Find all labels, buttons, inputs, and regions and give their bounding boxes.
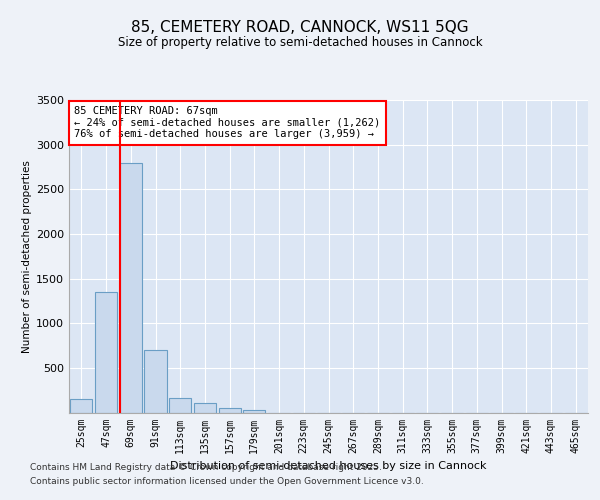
- X-axis label: Distribution of semi-detached houses by size in Cannock: Distribution of semi-detached houses by …: [170, 461, 487, 471]
- Text: Contains public sector information licensed under the Open Government Licence v3: Contains public sector information licen…: [30, 477, 424, 486]
- Bar: [70, 399, 92, 412]
- Bar: [218, 408, 241, 412]
- Y-axis label: Number of semi-detached properties: Number of semi-detached properties: [22, 160, 32, 352]
- Bar: [95, 292, 117, 412]
- Text: Size of property relative to semi-detached houses in Cannock: Size of property relative to semi-detach…: [118, 36, 482, 49]
- Bar: [119, 162, 142, 412]
- Text: Contains HM Land Registry data © Crown copyright and database right 2025.: Contains HM Land Registry data © Crown c…: [30, 464, 382, 472]
- Bar: [145, 350, 167, 412]
- Bar: [243, 410, 265, 412]
- Bar: [194, 402, 216, 412]
- Bar: [169, 398, 191, 412]
- Text: 85, CEMETERY ROAD, CANNOCK, WS11 5QG: 85, CEMETERY ROAD, CANNOCK, WS11 5QG: [131, 20, 469, 35]
- Text: 85 CEMETERY ROAD: 67sqm
← 24% of semi-detached houses are smaller (1,262)
76% of: 85 CEMETERY ROAD: 67sqm ← 24% of semi-de…: [74, 106, 380, 140]
